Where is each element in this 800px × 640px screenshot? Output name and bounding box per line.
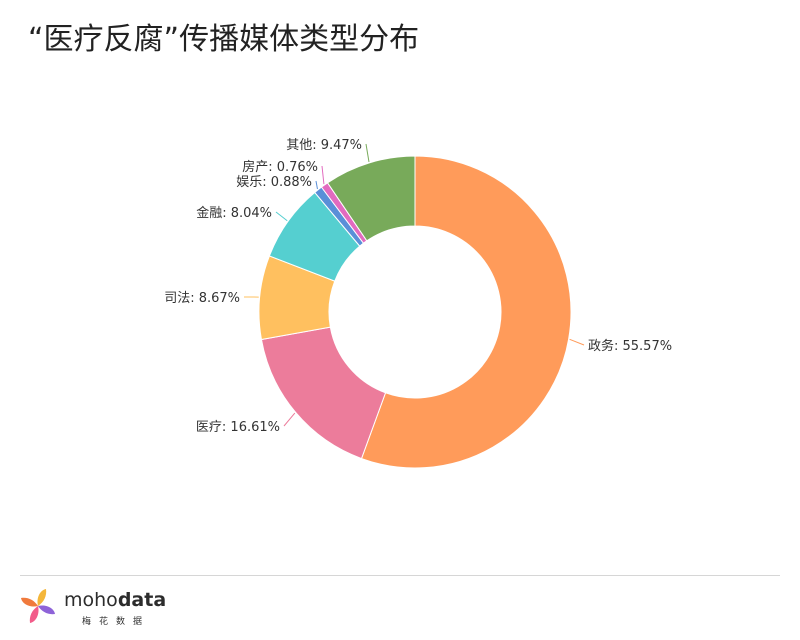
data-label-金融: 金融: 8.04% bbox=[196, 205, 272, 221]
leader-line-金融 bbox=[275, 211, 288, 222]
data-label-司法: 司法: 8.67% bbox=[164, 291, 240, 306]
data-label-政务: 政务: 55.57% bbox=[588, 338, 672, 354]
brand-part-data: data bbox=[117, 589, 167, 611]
leader-line-政务 bbox=[569, 338, 585, 346]
leader-line-娱乐 bbox=[315, 180, 318, 190]
leader-line-房产 bbox=[321, 165, 325, 185]
data-label-娱乐: 娱乐: 0.88% bbox=[236, 175, 312, 190]
data-label-医疗: 医疗: 16.61% bbox=[196, 420, 280, 435]
data-label-其他: 其他: 9.47% bbox=[286, 138, 362, 153]
chart-title: “医疗反腐”传播媒体类型分布 bbox=[28, 22, 420, 57]
slice-政务 bbox=[360, 155, 572, 469]
brand-subtitle: 梅花数据 bbox=[82, 617, 151, 627]
data-label-房产: 房产: 0.76% bbox=[242, 159, 318, 175]
slice-其他 bbox=[326, 155, 416, 242]
donut-chart: 政务: 55.57% 医疗: 16.61% 司法: 8.67% 金融: 8.04% 娱乐… bbox=[164, 138, 672, 469]
footer-divider bbox=[20, 575, 780, 576]
slice-医疗 bbox=[260, 326, 387, 460]
brand-wordmark: mohodata bbox=[64, 590, 166, 610]
brand-part-moho: moho bbox=[64, 589, 118, 611]
mohodata-logo-icon bbox=[21, 589, 55, 623]
leader-line-其他 bbox=[365, 143, 370, 162]
leader-line-医疗 bbox=[283, 412, 296, 427]
